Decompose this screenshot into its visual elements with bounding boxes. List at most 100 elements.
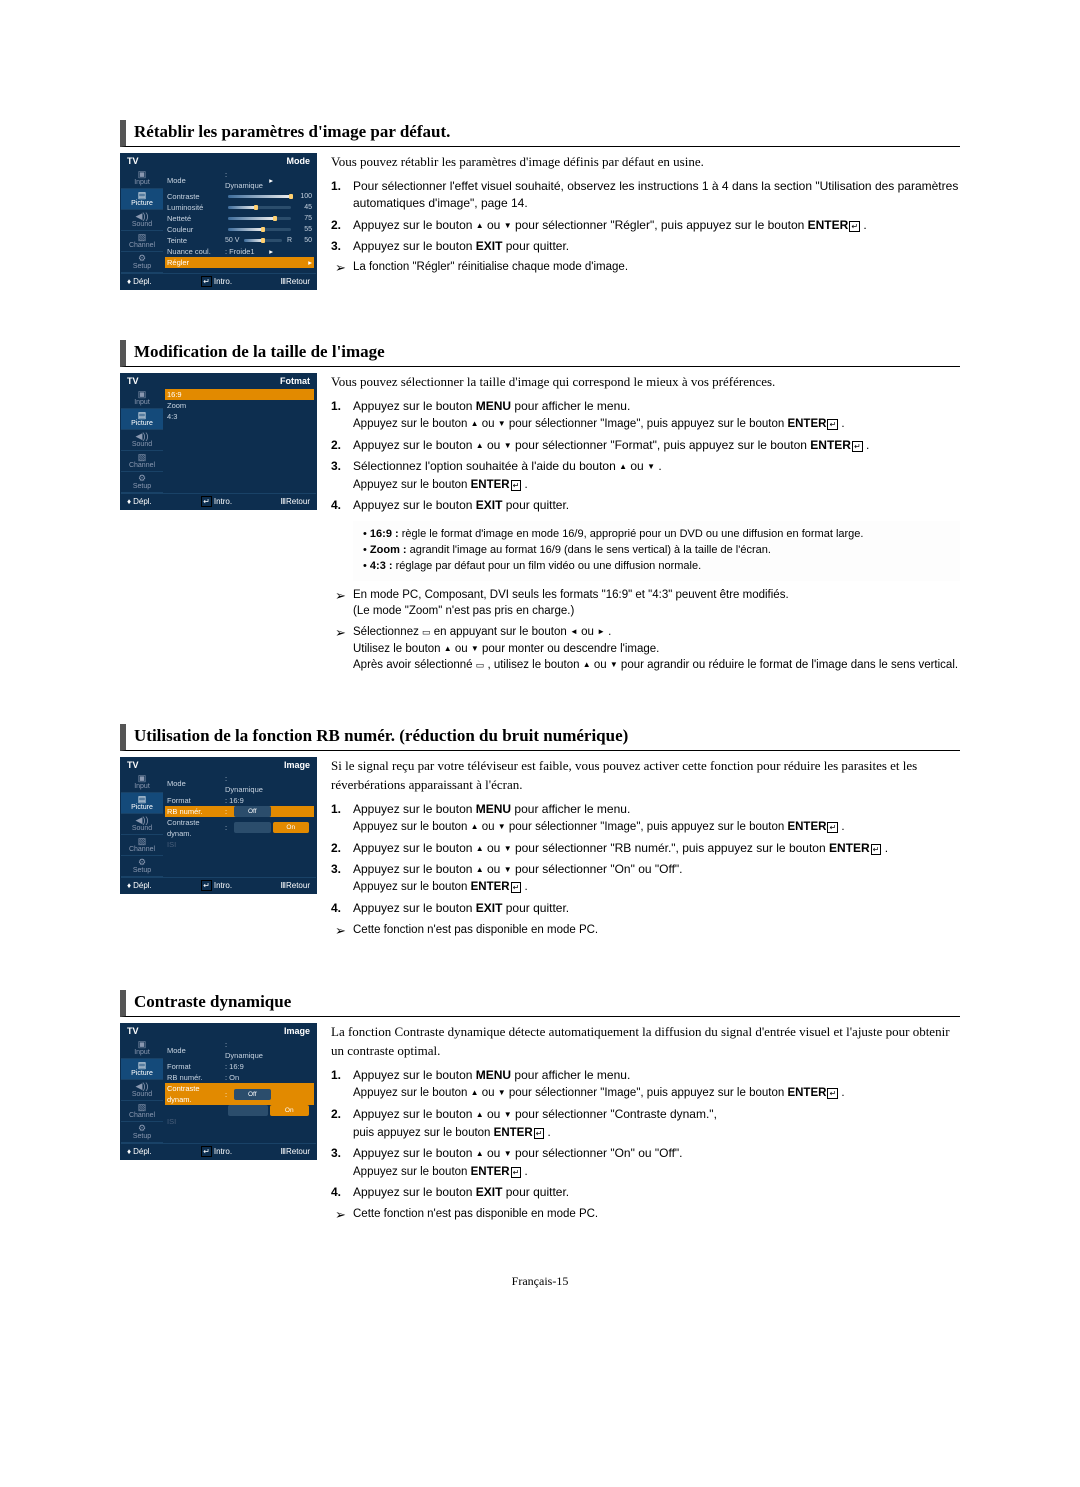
tv-row: 16:9: [165, 389, 314, 400]
tv-row-label: Contraste dynam.: [167, 1083, 225, 1105]
slider: [244, 239, 281, 242]
slider: [228, 195, 291, 198]
box-line: • 4:3 : réglage par défaut pour un film …: [363, 559, 950, 575]
slider-value: 45: [294, 202, 312, 213]
tv-side-label: Channel: [129, 242, 155, 249]
footer-enter: Intro.: [200, 1146, 232, 1157]
tv-side-sound: ◀))Sound: [121, 814, 163, 835]
step-item: 3.Appuyez sur le bouton ou pour sélectio…: [331, 861, 960, 896]
tv-side-label: Setup: [133, 263, 151, 270]
tv-side-label: Setup: [133, 867, 151, 874]
footer-return: ⅢRetour: [280, 1146, 310, 1157]
tv-row-label: Mode: [167, 778, 225, 789]
tv-row-label: Netteté: [167, 213, 225, 224]
tv-row: Mode: Dynamique▸: [165, 169, 314, 191]
tv-row: 4:3: [165, 411, 314, 422]
channel-icon: ▧: [138, 837, 147, 846]
toggle-off: [234, 822, 271, 833]
tv-side-label: Input: [134, 179, 150, 186]
box-line: • 16:9 : règle le format d'image en mode…: [363, 527, 950, 543]
step-text: Appuyez sur le bouton EXIT pour quitter.: [353, 900, 960, 917]
input-icon: ▣: [138, 390, 147, 399]
footer-return: ⅢRetour: [280, 880, 310, 891]
tv-row-label: Contraste dynam.: [167, 817, 225, 839]
tv-side-input: ▣Input: [121, 168, 163, 189]
picture-icon: ▤: [138, 795, 147, 804]
page-number: Français-15: [120, 1274, 960, 1289]
step-text: Appuyez sur le bouton ou pour sélectionn…: [353, 861, 960, 896]
step-number: 2.: [331, 217, 353, 234]
tv-row-label: Nuance coul.: [167, 246, 225, 257]
tv-side-channel: ▧Channel: [121, 835, 163, 856]
tv-header: TVImage: [121, 758, 316, 772]
sound-icon: ◀)): [136, 1082, 149, 1091]
step-item: 1.Appuyez sur le bouton MENU pour affich…: [331, 398, 960, 433]
tv-row: Format: 16:9: [165, 795, 314, 806]
note-text: Sélectionnez en appuyant sur le bouton o…: [353, 624, 960, 674]
step-text: Appuyez sur le bouton ou pour sélectionn…: [353, 840, 960, 857]
tv-title: TV: [127, 156, 139, 166]
tv-main: Mode: DynamiqueFormat: 16:9RB numér.: On…: [163, 1038, 316, 1143]
page-root: Rétablir les paramètres d'image par défa…: [120, 120, 960, 1224]
tv-side-label: Channel: [129, 846, 155, 853]
step-text: Appuyez sur le bouton ou pour sélectionn…: [353, 217, 960, 234]
tv-row: Contraste dynam.:On: [165, 817, 314, 839]
step-number: 3.: [331, 1145, 353, 1180]
teinte-right-num: 50: [294, 235, 312, 246]
input-icon: ▣: [138, 1040, 147, 1049]
toggle-on: On: [270, 1105, 310, 1116]
section-text: La fonction Contraste dynamique détecte …: [331, 1023, 960, 1224]
tv-row-label: Mode: [167, 1045, 225, 1056]
section-text: Vous pouvez rétablir les paramètres d'im…: [331, 153, 960, 278]
tv-row-label: Contraste: [167, 191, 225, 202]
tv-body: ▣Input▤Picture◀))Sound▧Channel⚙SetupMode…: [121, 1038, 316, 1143]
tv-side-picture: ▤Picture: [121, 409, 163, 430]
tv-side-label: Picture: [131, 200, 153, 207]
setup-icon: ⚙: [138, 474, 146, 483]
intro-text: La fonction Contraste dynamique détecte …: [331, 1023, 960, 1061]
step-item: 3.Appuyez sur le bouton ou pour sélectio…: [331, 1145, 960, 1180]
tv-sidebar: ▣Input▤Picture◀))Sound▧Channel⚙Setup: [121, 772, 163, 877]
step-number: 2.: [331, 840, 353, 857]
tv-row-label: Zoom: [167, 400, 225, 411]
channel-icon: ▧: [138, 233, 147, 242]
footer-return: ⅢRetour: [280, 496, 310, 507]
note-text: En mode PC, Composant, DVI seuls les for…: [353, 587, 960, 620]
setup-icon: ⚙: [138, 858, 146, 867]
toggle-off: Off: [234, 806, 271, 817]
step-text: Appuyez sur le bouton EXIT pour quitter.: [353, 1184, 960, 1201]
toggle: Off: [234, 806, 309, 817]
slider: [228, 228, 291, 231]
tv-row-label: Luminosité: [167, 202, 225, 213]
arrow-icon: ▸: [265, 246, 273, 257]
tv-body: ▣Input▤Picture◀))Sound▧Channel⚙Setup16:9…: [121, 388, 316, 493]
tv-side-label: Sound: [132, 441, 152, 448]
step-number: 3.: [331, 238, 353, 255]
step-number: 3.: [331, 861, 353, 896]
tv-row: Format: 16:9: [165, 1061, 314, 1072]
tv-side-label: Channel: [129, 462, 155, 469]
tv-side-label: Picture: [131, 804, 153, 811]
input-icon: ▣: [138, 774, 147, 783]
tv-row: Zoom: [165, 400, 314, 411]
tv-sidebar: ▣Input▤Picture◀))Sound▧Channel⚙Setup: [121, 168, 163, 273]
step-item: 4.Appuyez sur le bouton EXIT pour quitte…: [331, 900, 960, 917]
step-number: 2.: [331, 1106, 353, 1141]
toggle-on: [273, 806, 310, 817]
step-number: 1.: [331, 398, 353, 433]
channel-icon: ▧: [138, 1103, 147, 1112]
tv-side-label: Setup: [133, 1133, 151, 1140]
tv-row-value: : 16:9: [225, 1061, 265, 1072]
section-body: TVMode▣Input▤Picture◀))Sound▧Channel⚙Set…: [120, 153, 960, 290]
tv-side-setup: ⚙Setup: [121, 1122, 163, 1143]
step-text: Sélectionnez l'option souhaitée à l'aide…: [353, 458, 960, 493]
toggle-off: Off: [234, 1089, 271, 1100]
tv-row-label: 16:9: [167, 389, 225, 400]
picture-icon: ▤: [138, 1061, 147, 1070]
tv-side-setup: ⚙Setup: [121, 472, 163, 493]
tv-row-value: : 16:9: [225, 795, 265, 806]
channel-icon: ▧: [138, 453, 147, 462]
tv-row-label: ISI: [167, 1116, 225, 1127]
teinte-left: V: [235, 235, 240, 246]
toggle: Off: [234, 1089, 309, 1100]
